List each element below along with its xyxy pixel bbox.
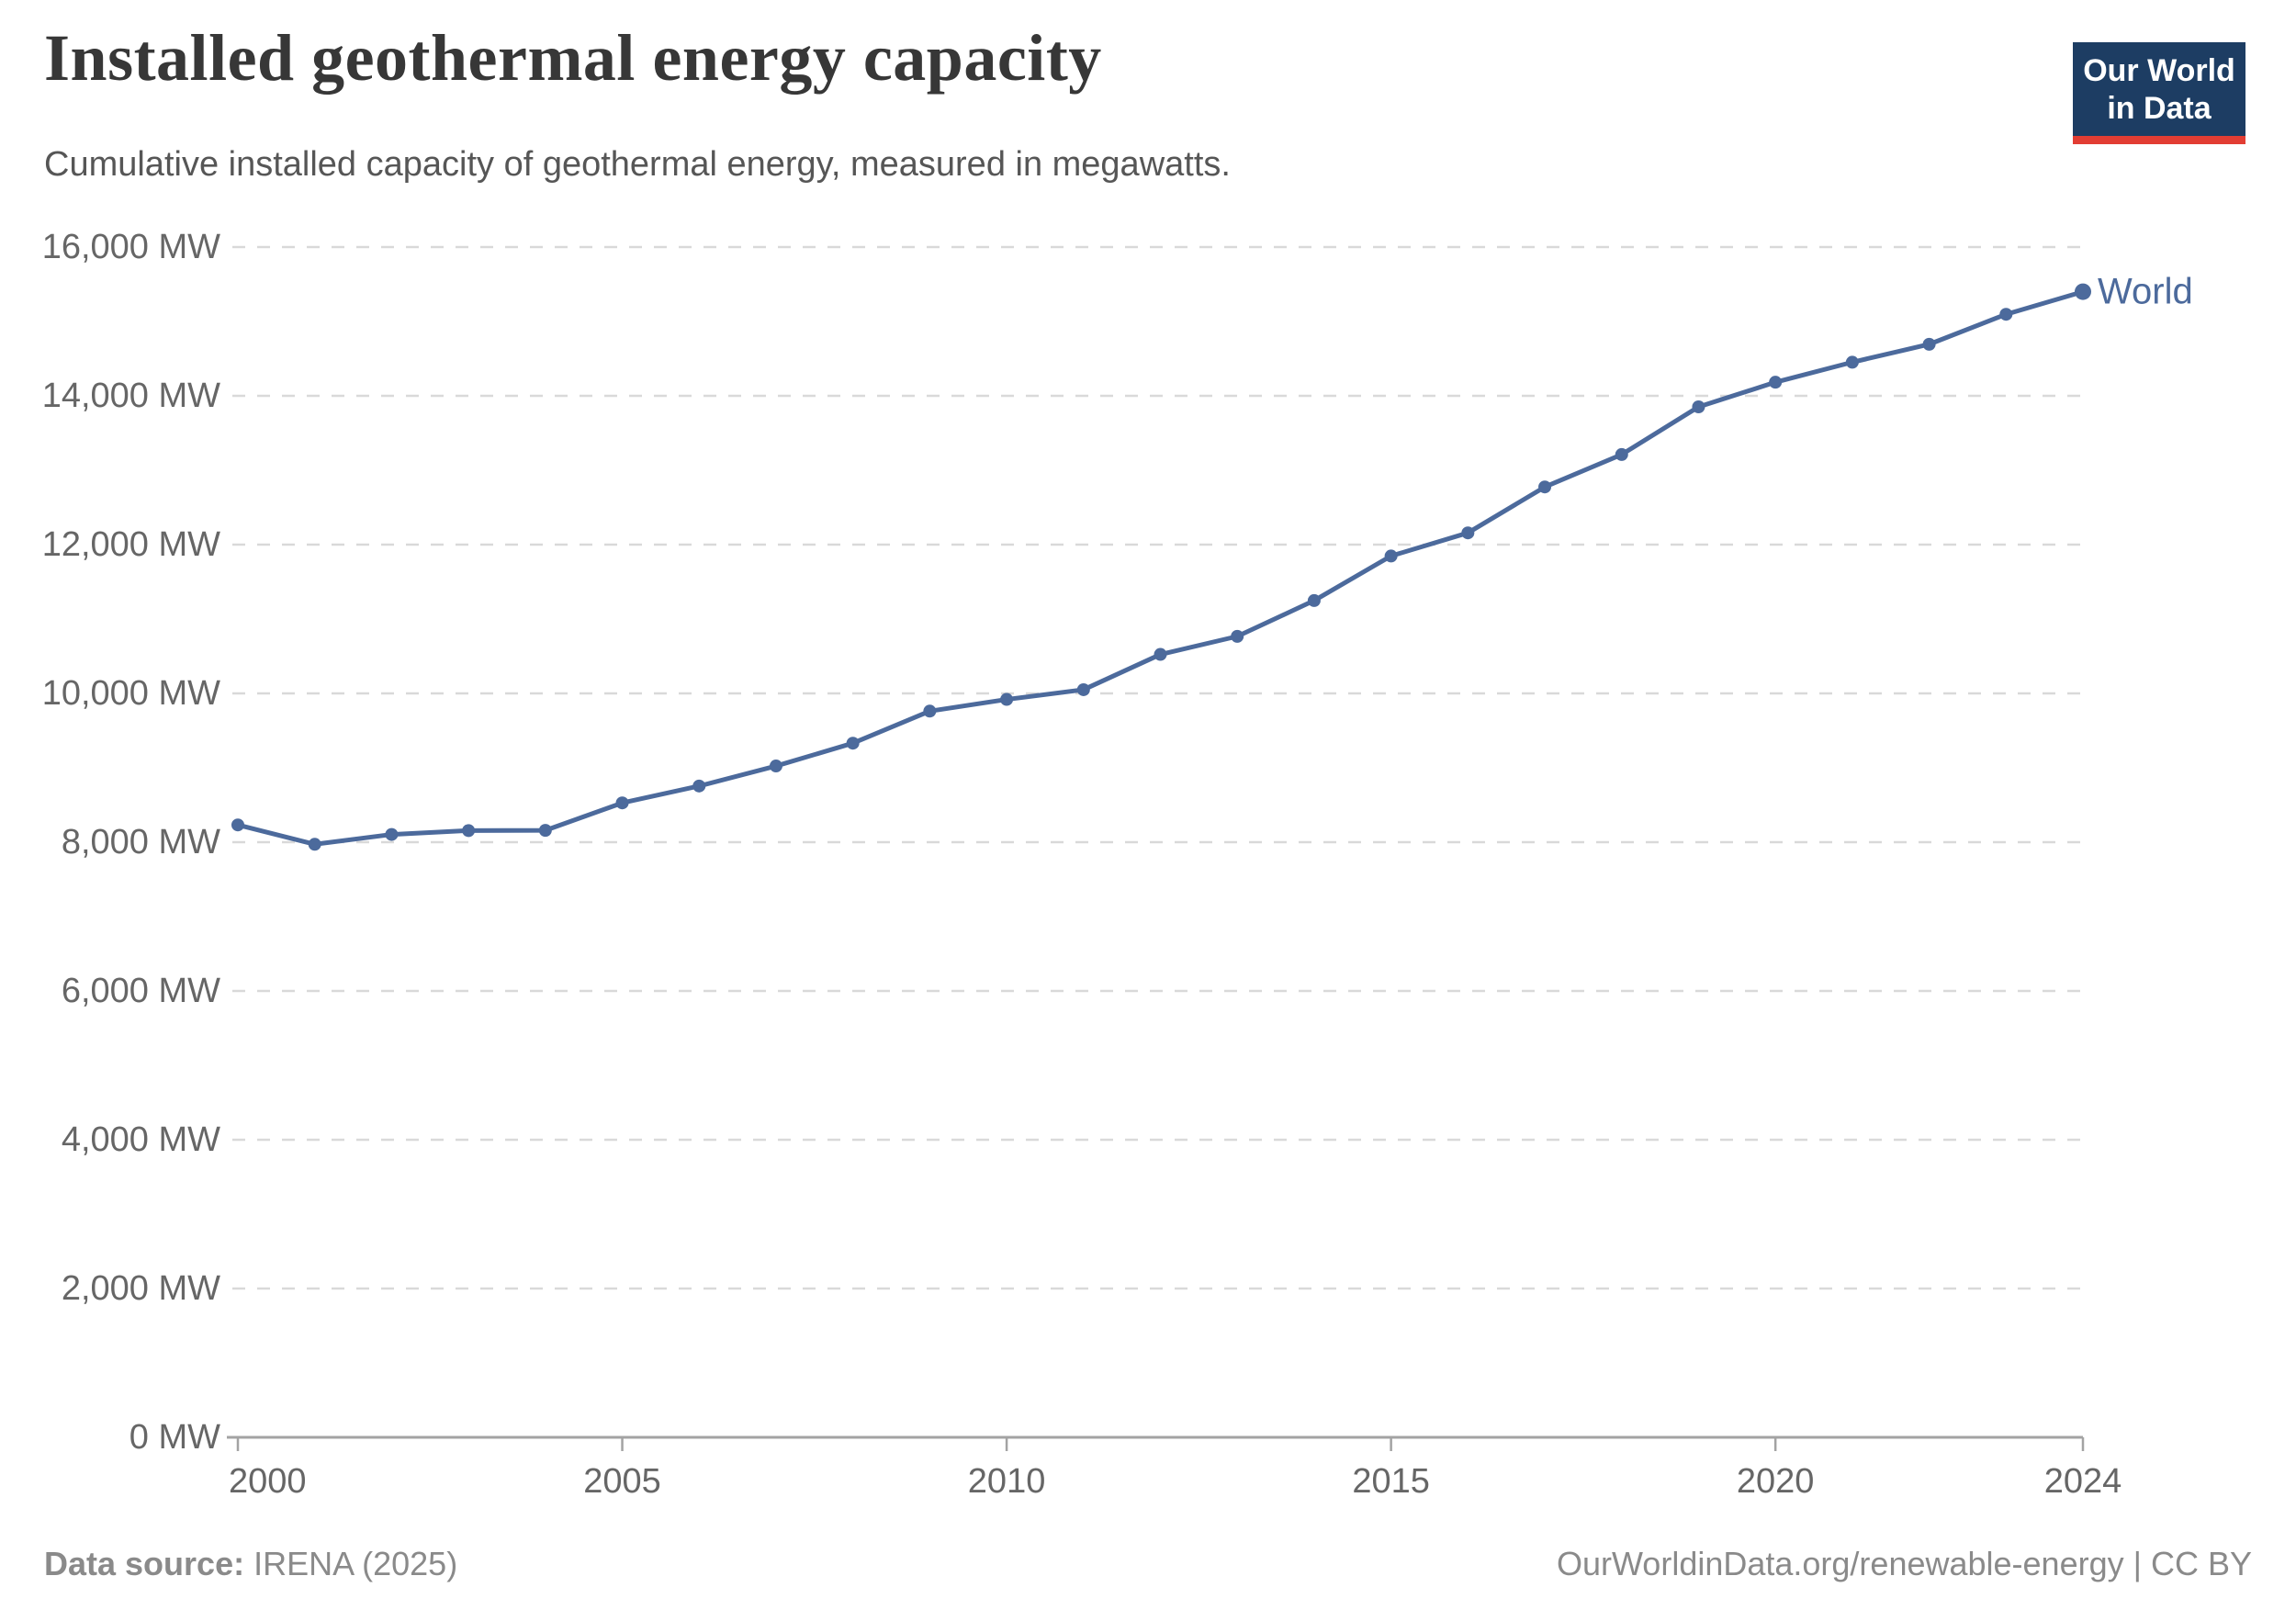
y-tick-label: 8,000 MW [62,823,220,861]
y-tick-label: 16,000 MW [42,228,220,266]
chart-title: Installed geothermal energy capacity [44,21,1102,95]
data-point[interactable] [1615,447,1628,461]
data-source-label: Data source: [44,1545,245,1582]
data-point[interactable] [923,704,937,718]
data-point[interactable] [1769,376,1783,389]
y-tick-label: 10,000 MW [42,674,220,713]
y-tick-label: 4,000 MW [62,1120,220,1159]
data-point[interactable] [615,796,629,810]
owid-url-license[interactable]: OurWorldinData.org/renewable-energy | CC… [1556,1545,2252,1582]
series-line-world [235,289,2086,847]
data-point[interactable] [1538,480,1552,494]
owid-logo-line2: in Data [2107,91,2212,126]
data-point[interactable] [846,737,860,750]
data-point[interactable] [1999,308,2013,321]
data-point[interactable] [1231,629,1244,643]
data-point[interactable] [769,760,782,773]
data-point[interactable] [1307,593,1321,607]
y-tick-label: 14,000 MW [42,377,220,415]
data-point[interactable] [1461,526,1475,540]
x-tick-label: 2005 [583,1462,661,1501]
data-point[interactable] [1845,355,1859,369]
x-tick-label: 2015 [1352,1462,1430,1501]
owid-logo[interactable]: Our World in Data [2073,42,2245,144]
data-point[interactable] [538,824,552,838]
y-tick-label: 2,000 MW [62,1269,220,1308]
data-point[interactable] [385,827,399,841]
data-source-value: IRENA (2025) [244,1545,458,1582]
chart-subtitle: Cumulative installed capacity of geother… [44,145,1231,184]
y-tick-label: 0 MW [129,1418,220,1457]
data-point[interactable] [1692,400,1705,413]
data-point[interactable] [1384,549,1398,563]
series-label[interactable]: World [2098,272,2193,312]
owid-logo-line1: Our World [2083,53,2235,88]
x-tick-label: 2020 [1737,1462,1815,1501]
x-tick-label: 2024 [2044,1462,2122,1501]
data-point[interactable] [692,779,706,793]
x-tick-label: 2000 [229,1462,307,1501]
y-tick-label: 6,000 MW [62,972,220,1010]
data-point[interactable] [1000,692,1014,706]
x-tick-label: 2010 [968,1462,1046,1501]
data-point[interactable] [2075,283,2091,300]
data-point[interactable] [1076,682,1090,696]
y-tick-label: 12,000 MW [42,525,220,564]
data-point[interactable] [308,838,321,851]
data-point[interactable] [1154,647,1167,661]
data-source: Data source: IRENA (2025) [44,1545,457,1583]
data-point[interactable] [231,818,244,832]
data-point[interactable] [462,824,476,838]
data-point[interactable] [1922,337,1936,351]
